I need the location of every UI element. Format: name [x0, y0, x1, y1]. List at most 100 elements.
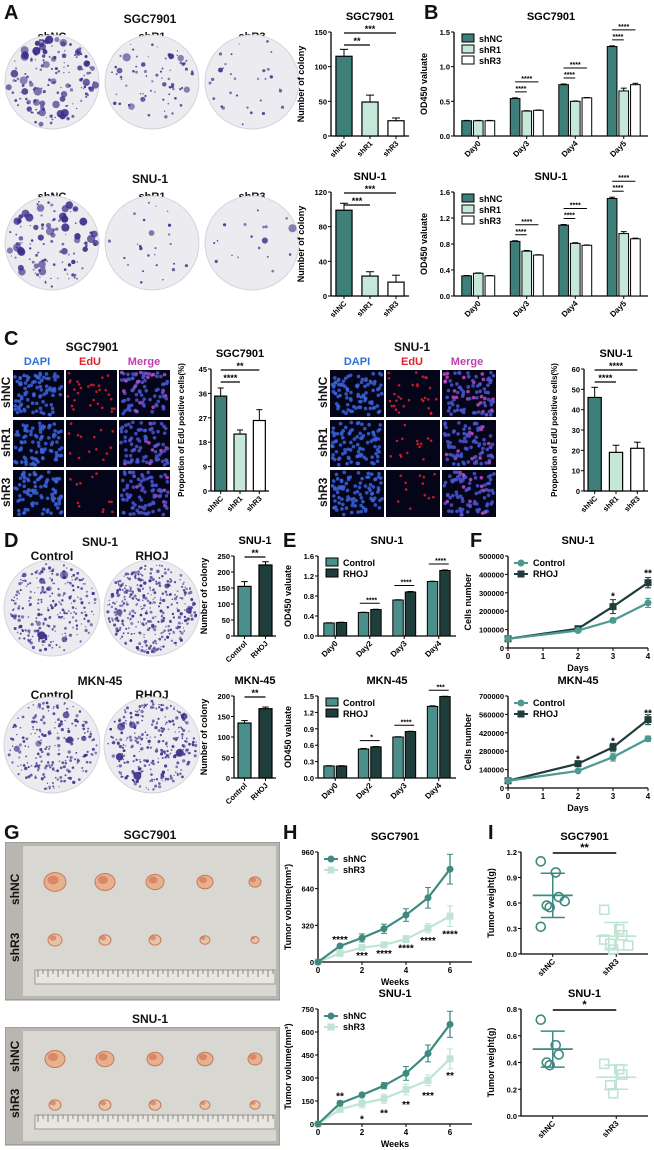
colony [79, 711, 82, 713]
cell-nucleus [480, 411, 484, 416]
colony [169, 242, 172, 246]
colony [178, 731, 180, 733]
colony [39, 276, 41, 278]
cell-nucleus [125, 460, 130, 465]
colony [162, 619, 165, 623]
cell-nucleus [486, 383, 490, 388]
cell-nucleus [162, 449, 167, 453]
bar [587, 396, 602, 492]
colony [10, 599, 13, 602]
colony [86, 730, 89, 733]
cell-nucleus [154, 402, 158, 407]
colony [57, 593, 61, 597]
colony [84, 628, 88, 633]
cell-nucleus [375, 404, 380, 408]
cell-nucleus [379, 372, 384, 377]
colony [41, 223, 45, 227]
cell-nucleus [471, 411, 476, 415]
colony [13, 745, 20, 752]
x-tick-label: Day3 [389, 639, 409, 659]
cell-nucleus [480, 450, 484, 455]
cell-nucleus [123, 398, 127, 403]
panel-letter-b: B [424, 2, 439, 24]
colony [76, 571, 80, 575]
bar [509, 240, 521, 297]
significance-label: **** [618, 24, 629, 31]
significance-label: ** [353, 36, 361, 46]
cell-nucleus [54, 450, 59, 455]
significance-label: *** [365, 184, 376, 194]
colony [180, 727, 184, 730]
chart-title: SNU-1 [534, 171, 567, 183]
x-axis-label: Weeks [381, 977, 409, 987]
cell-nucleus [487, 488, 491, 493]
cell-nucleus [468, 477, 473, 482]
colony [153, 639, 157, 643]
cell-nucleus [363, 384, 367, 389]
colony [131, 614, 135, 618]
colony [37, 639, 41, 643]
colony [165, 721, 168, 724]
colony [176, 607, 178, 609]
legend-swatch [325, 568, 339, 578]
colony [137, 573, 140, 576]
colony [144, 568, 146, 571]
cell-nucleus [474, 374, 478, 379]
colony [43, 581, 46, 584]
colony [65, 567, 68, 569]
cell-nucleus [443, 421, 447, 425]
colony [9, 230, 12, 234]
cell-nucleus [418, 474, 422, 477]
cell-nucleus [393, 392, 396, 396]
colony [21, 84, 25, 87]
colony [63, 66, 65, 68]
colony [50, 285, 53, 288]
colony [160, 775, 164, 779]
culture-dish [104, 195, 200, 291]
colony [150, 594, 152, 596]
colony [122, 775, 124, 778]
cell-nucleus [475, 502, 479, 506]
colony [20, 578, 22, 581]
colony [181, 622, 184, 624]
colony [50, 763, 54, 767]
chart-title: SNU-1 [378, 988, 411, 1000]
colony [47, 635, 50, 637]
colony [264, 225, 268, 229]
cell-nucleus [461, 390, 466, 394]
cell-nucleus [51, 410, 55, 415]
cell-nucleus [447, 445, 451, 450]
cell-nucleus [355, 435, 360, 439]
y-tick-label: 1.2 [304, 572, 314, 581]
x-tick-label: 0 [316, 1128, 321, 1137]
data-point [424, 894, 432, 902]
colony [23, 213, 27, 217]
colony [64, 759, 67, 762]
y-tick-label: 200 [217, 568, 230, 577]
cell-nucleus [43, 441, 48, 446]
colony [111, 754, 116, 758]
colony [58, 219, 61, 222]
colony [28, 632, 31, 634]
cell-nucleus [148, 397, 152, 402]
cell-nucleus [415, 439, 419, 443]
cell-nucleus [143, 378, 147, 383]
colony [26, 211, 29, 214]
colony [212, 97, 216, 101]
cell-nucleus [148, 475, 152, 480]
colony [179, 578, 181, 581]
colony [35, 108, 38, 111]
colony [173, 774, 175, 777]
cell-nucleus [79, 386, 83, 390]
channel-label-merge: Merge [127, 356, 161, 368]
colony [128, 586, 131, 588]
colony [179, 772, 182, 775]
colony [24, 776, 28, 780]
colony [177, 54, 184, 62]
colony [29, 247, 32, 250]
legend-label: Control [533, 698, 565, 708]
significance-label: **** [435, 558, 446, 565]
colony [61, 633, 63, 635]
colony [55, 71, 58, 75]
